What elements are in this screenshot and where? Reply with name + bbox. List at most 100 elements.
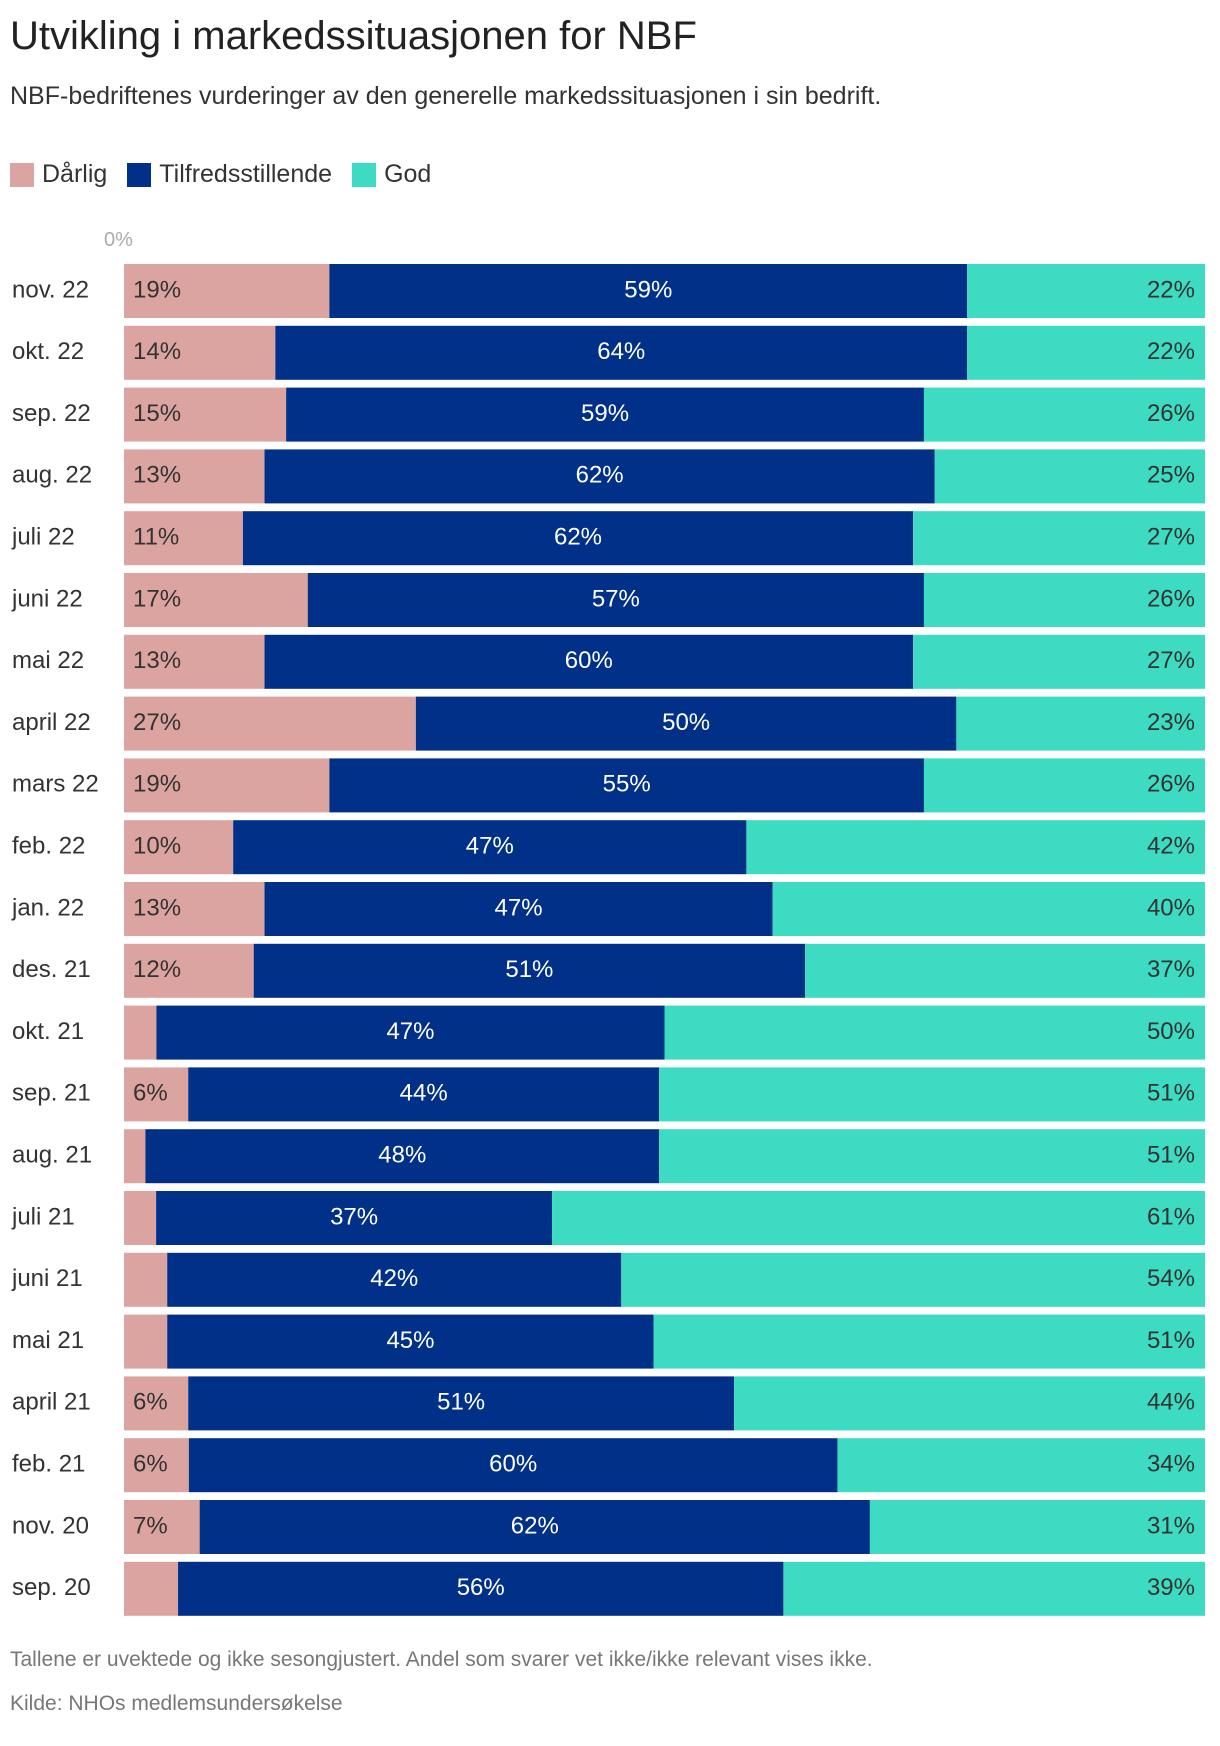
bar-segment	[415, 696, 957, 751]
data-label: 17%	[133, 585, 181, 612]
data-label: 19%	[133, 771, 181, 798]
bar-segment	[956, 696, 1205, 751]
chart-title: Utvikling i markedssituasjonen for NBF	[10, 14, 697, 58]
category-label: mai 22	[12, 647, 84, 674]
data-label: 62%	[576, 462, 624, 489]
bar-segment	[124, 511, 243, 566]
data-label: 27%	[1147, 524, 1195, 551]
bar-segment	[264, 449, 935, 504]
data-label: 34%	[1147, 1451, 1195, 1478]
bar-segment	[124, 573, 308, 627]
category-label: juni 22	[11, 585, 83, 612]
category-label: feb. 22	[12, 833, 85, 860]
bar-segment	[913, 511, 1205, 566]
bar-segment	[124, 387, 287, 442]
bar-segment	[167, 1252, 622, 1307]
bar-segment	[124, 820, 234, 875]
bar-segment	[264, 882, 773, 936]
bar-segment	[253, 943, 806, 998]
legend-item-darlig[interactable]: Dårlig	[10, 160, 107, 189]
bar-segment	[199, 1500, 870, 1554]
category-label: feb. 21	[12, 1451, 85, 1478]
data-label: 13%	[133, 647, 181, 674]
data-label: 31%	[1147, 1512, 1195, 1539]
bar-segment	[124, 1376, 189, 1431]
footnote: Tallene er uvektede og ikke sesongjuster…	[10, 1648, 873, 1671]
data-label: 10%	[133, 833, 181, 860]
bar-segment	[329, 264, 968, 318]
data-label: 25%	[1147, 462, 1195, 489]
bar-segment	[156, 1191, 553, 1245]
bar-segment	[167, 1314, 654, 1369]
data-label: 45%	[386, 1327, 434, 1354]
bar-segment	[124, 1005, 157, 1060]
legend-item-god[interactable]: God	[352, 160, 431, 189]
bar-segment	[124, 882, 265, 936]
bar-segment	[621, 1252, 1205, 1307]
bar-segment	[967, 325, 1205, 380]
bar-segment	[869, 1500, 1205, 1554]
bar-segment	[923, 387, 1205, 442]
data-label: 27%	[133, 709, 181, 736]
data-label: 26%	[1147, 771, 1195, 798]
bar-segment	[923, 573, 1205, 627]
bar-segment	[837, 1438, 1205, 1493]
data-label: 13%	[133, 894, 181, 921]
bar-segment	[552, 1191, 1205, 1245]
stacked-bar-chart: 0% nov. 22 19% 59% 22% okt. 22 14% 64% 22% sep. 2…	[11, 229, 1205, 1616]
category-label: nov. 22	[12, 276, 89, 303]
category-label: april 21	[12, 1389, 91, 1416]
data-label: 7%	[133, 1512, 168, 1539]
data-label: 26%	[1147, 585, 1195, 612]
legend-item-tilfredsstillende[interactable]: Tilfredsstillende	[127, 160, 332, 189]
data-label: 44%	[1147, 1389, 1195, 1416]
data-label: 48%	[378, 1142, 426, 1169]
data-label: 27%	[1147, 647, 1195, 674]
data-label: 37%	[330, 1203, 378, 1230]
bar-segment	[805, 943, 1205, 998]
data-label: 51%	[437, 1389, 485, 1416]
bar-segment	[124, 758, 330, 813]
bar-segment	[659, 1067, 1205, 1122]
bar-segment	[264, 634, 914, 689]
bar-segment	[923, 758, 1205, 813]
data-label: 51%	[505, 956, 553, 983]
bar-segment	[286, 387, 924, 442]
data-label: 59%	[581, 400, 629, 427]
category-label: aug. 21	[12, 1142, 92, 1169]
bar-segment	[967, 264, 1205, 318]
bar-segment	[913, 634, 1205, 689]
data-label: 50%	[662, 709, 710, 736]
data-label: 6%	[133, 1451, 168, 1478]
bar-segment	[188, 1067, 660, 1122]
legend-swatch-darlig	[10, 162, 34, 187]
data-label: 19%	[133, 276, 181, 303]
bar-segment	[145, 1129, 660, 1184]
bar-segment	[188, 1376, 735, 1431]
data-label: 12%	[133, 956, 181, 983]
data-label: 56%	[457, 1574, 505, 1601]
data-label: 13%	[133, 462, 181, 489]
bar-segment	[124, 1438, 189, 1493]
data-label: 22%	[1147, 276, 1195, 303]
data-label: 62%	[554, 524, 602, 551]
data-label: 54%	[1147, 1265, 1195, 1292]
bar-segment	[124, 943, 254, 998]
data-label: 47%	[466, 833, 514, 860]
category-label: mai 21	[12, 1327, 84, 1354]
legend-swatch-god	[352, 162, 377, 187]
category-label: jan. 22	[11, 894, 84, 921]
category-label: okt. 22	[12, 338, 84, 365]
category-label: nov. 20	[12, 1512, 89, 1539]
bar-segment	[124, 1191, 157, 1245]
data-label: 6%	[133, 1389, 168, 1416]
legend-swatch-tilfredsstillende	[127, 162, 152, 187]
data-label: 51%	[1147, 1142, 1195, 1169]
data-label: 14%	[133, 338, 181, 365]
category-label: aug. 22	[12, 462, 92, 489]
legend-label-darlig: Dårlig	[42, 160, 108, 188]
data-label: 11%	[133, 524, 179, 551]
bar-segment	[124, 1314, 168, 1369]
category-label: juni 21	[11, 1265, 83, 1292]
data-label: 40%	[1147, 894, 1195, 921]
